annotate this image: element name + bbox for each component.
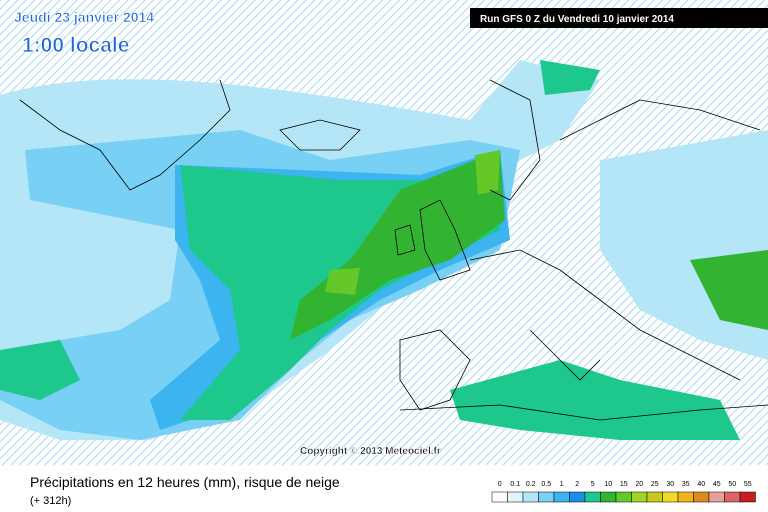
run-banner — [470, 8, 768, 28]
footer-lead: (+ 312h) — [30, 495, 71, 507]
legend-label: 10 — [604, 481, 612, 488]
legend-label: 35 — [682, 481, 690, 488]
legend-label: 0.2 — [526, 481, 536, 488]
legend-swatch — [522, 491, 539, 503]
legend-label: 30 — [666, 481, 674, 488]
legend-label: 15 — [620, 481, 628, 488]
legend-swatch — [708, 491, 725, 503]
legend-swatch — [584, 491, 601, 503]
legend-swatch — [615, 491, 632, 503]
legend-label: 0.5 — [541, 481, 551, 488]
legend-label: 5 — [591, 481, 595, 488]
legend-label: 0 — [498, 481, 502, 488]
legend-swatch — [631, 491, 648, 503]
legend-swatch — [662, 491, 679, 503]
map-date: Jeudi 23 janvier 2014 — [14, 9, 154, 25]
legend-swatch — [491, 491, 508, 503]
legend-swatch — [569, 491, 586, 503]
map-time: 1:00 locale — [22, 34, 129, 57]
legend-label: 2 — [575, 481, 579, 488]
legend-label: 50 — [728, 481, 736, 488]
legend-swatch — [646, 491, 663, 503]
legend-label: 25 — [651, 481, 659, 488]
legend-swatch — [538, 491, 555, 503]
legend-label: 20 — [635, 481, 643, 488]
legend-label: 55 — [744, 481, 752, 488]
legend-label: 1 — [560, 481, 564, 488]
run-info: Run GFS 0 Z du Vendredi 10 janvier 2014 — [480, 14, 674, 25]
copyright: Copyright © 2013 Meteociel.fr — [300, 446, 441, 457]
legend-swatch — [600, 491, 617, 503]
legend-swatch — [507, 491, 524, 503]
legend-swatch — [739, 491, 756, 503]
coastlines — [19, 79, 768, 421]
legend-label: 40 — [697, 481, 705, 488]
legend-swatch — [553, 491, 570, 503]
legend-swatch — [677, 491, 694, 503]
legend-swatch — [724, 491, 741, 503]
footer-title: Précipitations en 12 heures (mm), risque… — [30, 474, 340, 490]
footer — [0, 465, 768, 512]
legend-label: 45 — [713, 481, 721, 488]
precipitation — [0, 60, 768, 440]
legend: 0 0.1 0.2 0.5 1 2 5 10 15 20 25 30 35 40 45 50 55 — [491, 481, 756, 503]
legend-label: 0.1 — [510, 481, 520, 488]
legend-swatch — [693, 491, 710, 503]
